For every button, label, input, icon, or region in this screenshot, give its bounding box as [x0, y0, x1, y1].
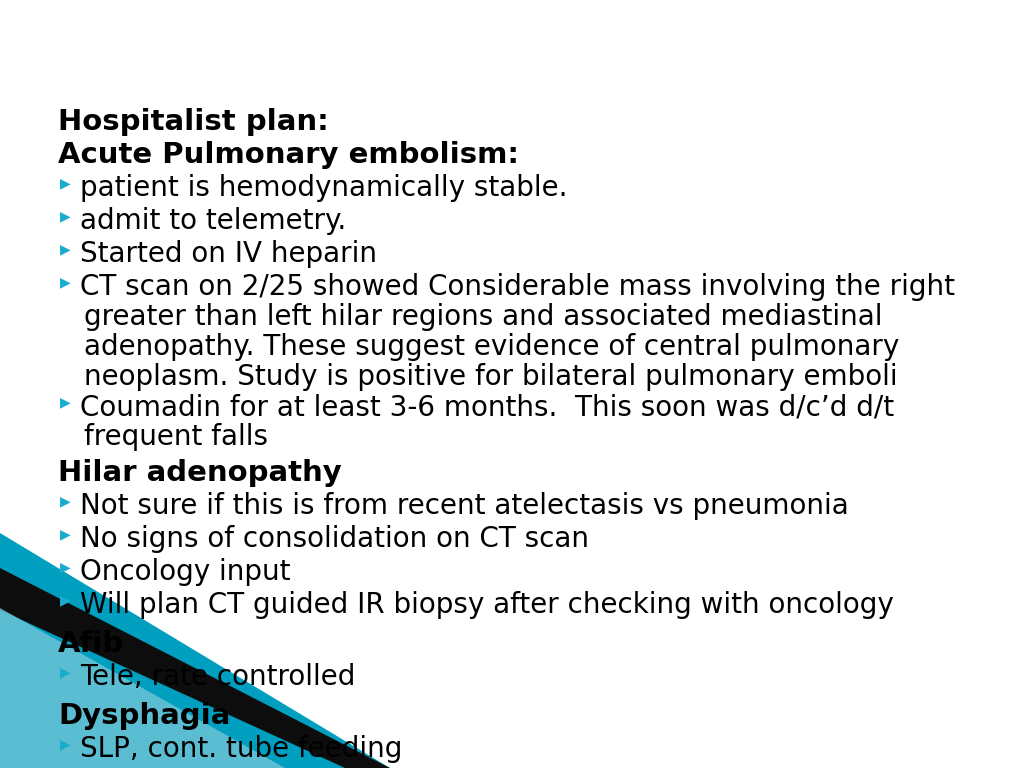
Text: Acute Pulmonary embolism:: Acute Pulmonary embolism:: [58, 141, 519, 169]
Text: SLP, cont. tube feeding: SLP, cont. tube feeding: [80, 735, 402, 763]
Text: ▶: ▶: [60, 275, 71, 289]
Text: Dysphagia: Dysphagia: [58, 702, 230, 730]
Text: ▶: ▶: [60, 527, 71, 541]
Text: ▶: ▶: [60, 593, 71, 607]
Text: ▶: ▶: [60, 209, 71, 223]
Text: CT scan on 2/25 showed Considerable mass involving the right: CT scan on 2/25 showed Considerable mass…: [80, 273, 955, 301]
Text: patient is hemodynamically stable.: patient is hemodynamically stable.: [80, 174, 567, 202]
Text: Oncology input: Oncology input: [80, 558, 291, 586]
Text: Started on IV heparin: Started on IV heparin: [80, 240, 377, 268]
Polygon shape: [0, 568, 390, 768]
Polygon shape: [0, 533, 390, 768]
Text: Hilar adenopathy: Hilar adenopathy: [58, 459, 342, 487]
Text: Not sure if this is from recent atelectasis vs pneumonia: Not sure if this is from recent atelecta…: [80, 492, 849, 520]
Text: admit to telemetry.: admit to telemetry.: [80, 207, 346, 235]
Text: greater than left hilar regions and associated mediastinal: greater than left hilar regions and asso…: [84, 303, 883, 331]
Text: ▶: ▶: [60, 737, 71, 751]
Text: Hospitalist plan:: Hospitalist plan:: [58, 108, 329, 136]
Text: Coumadin for at least 3-6 months.  This soon was d/c’d d/t: Coumadin for at least 3-6 months. This s…: [80, 393, 894, 421]
Text: ▶: ▶: [60, 242, 71, 256]
Polygon shape: [0, 608, 285, 768]
Text: Afib: Afib: [58, 630, 124, 658]
Text: Tele, rate controlled: Tele, rate controlled: [80, 663, 355, 691]
Text: ▶: ▶: [60, 395, 71, 409]
Text: ▶: ▶: [60, 494, 71, 508]
Text: ▶: ▶: [60, 665, 71, 679]
Text: frequent falls: frequent falls: [84, 423, 268, 451]
Text: neoplasm. Study is positive for bilateral pulmonary emboli: neoplasm. Study is positive for bilatera…: [84, 363, 898, 391]
Text: ▶: ▶: [60, 176, 71, 190]
Text: Will plan CT guided IR biopsy after checking with oncology: Will plan CT guided IR biopsy after chec…: [80, 591, 894, 619]
Text: No signs of consolidation on CT scan: No signs of consolidation on CT scan: [80, 525, 589, 553]
Text: adenopathy. These suggest evidence of central pulmonary: adenopathy. These suggest evidence of ce…: [84, 333, 899, 361]
Text: ▶: ▶: [60, 560, 71, 574]
